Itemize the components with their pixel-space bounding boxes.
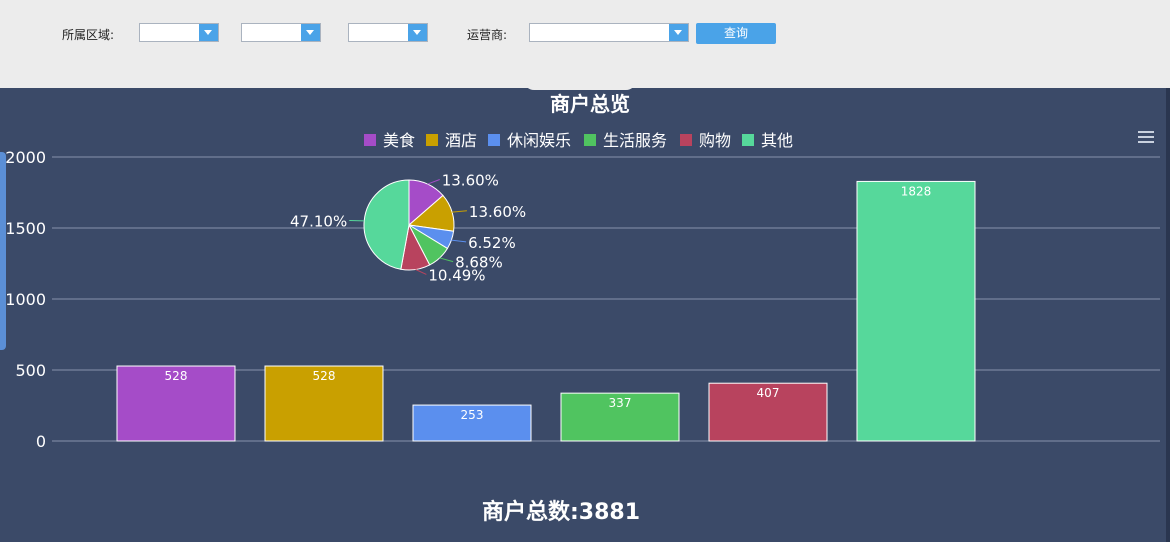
legend-swatch — [426, 134, 438, 146]
region-select-3[interactable] — [348, 23, 428, 42]
y-tick-label: 1500 — [5, 219, 46, 238]
merchant-overview-chart: 商户总览 美食 酒店 休闲娱乐 生活服务 购物 其他 0 500 1000 1500 2000 5… — [5, 92, 1160, 525]
pie-slice-5 — [363, 179, 410, 270]
y-tick-label: 1000 — [5, 290, 46, 309]
legend-swatch — [680, 134, 692, 146]
bar-series: 528 528 253 337 407 1828 — [116, 180, 976, 442]
bar-value-label: 407 — [757, 386, 780, 400]
side-collapse-tab[interactable] — [0, 152, 6, 350]
bar-value-label: 253 — [461, 408, 484, 422]
merchant-total: 商户总数:3881 — [482, 499, 640, 525]
bar-value-label: 1828 — [901, 184, 932, 198]
legend-item[interactable]: 其他 — [761, 131, 793, 150]
pie-percent-label: 47.10% — [290, 212, 347, 230]
chevron-down-icon[interactable] — [408, 24, 427, 41]
pie-leader-line — [452, 210, 467, 213]
operator-select[interactable] — [529, 23, 689, 42]
bar-value-label: 528 — [313, 369, 336, 383]
y-tick-label: 0 — [36, 432, 46, 451]
bar-value-label: 337 — [609, 396, 632, 410]
legend-swatch — [584, 134, 596, 146]
region-label: 所属区域: — [62, 28, 115, 42]
y-tick-label: 2000 — [5, 148, 46, 167]
pie-percent-label: 10.49% — [428, 266, 485, 284]
legend-swatch — [364, 134, 376, 146]
bar-5 — [856, 180, 976, 442]
chevron-down-icon[interactable] — [199, 24, 218, 41]
chevron-down-icon[interactable] — [669, 24, 688, 41]
bar-2 — [412, 404, 532, 442]
bar-3 — [560, 392, 680, 442]
legend-swatch — [488, 134, 500, 146]
legend-item[interactable]: 酒店 — [445, 131, 477, 150]
y-tick-label: 500 — [15, 361, 46, 380]
region-select-2[interactable] — [241, 23, 321, 42]
pie-leader-line — [451, 239, 467, 243]
chart-title: 商户总览 — [550, 92, 630, 116]
bar-4 — [708, 382, 828, 442]
filter-bar: 所属区域: 运营商: 查询 — [0, 0, 1170, 89]
legend-item[interactable]: 生活服务 — [603, 131, 667, 150]
query-button[interactable]: 查询 — [696, 23, 776, 44]
pie-inset: 13.60% 13.60% 6.52% 8.68%10.49% 47.10% — [290, 171, 526, 284]
bar-0 — [116, 365, 236, 442]
panel-tab-notch — [524, 78, 636, 90]
pie-percent-label: 13.60% — [469, 203, 526, 221]
chart-legend: 美食 酒店 休闲娱乐 生活服务 购物 其他 — [364, 131, 793, 150]
pie-percent-label: 6.52% — [468, 234, 516, 252]
legend-item[interactable]: 购物 — [699, 131, 731, 150]
legend-item[interactable]: 美食 — [383, 131, 415, 150]
pie-percent-label: 13.60% — [442, 171, 499, 189]
pie-leader-line — [439, 257, 454, 263]
pie-percent-label: 8.68% — [455, 254, 503, 272]
bar-value-label: 528 — [165, 369, 188, 383]
chevron-down-icon[interactable] — [301, 24, 320, 41]
menu-icon[interactable] — [1138, 131, 1154, 143]
legend-item[interactable]: 休闲娱乐 — [507, 131, 571, 150]
pie-leader-line — [427, 179, 440, 185]
y-axis: 0 500 1000 1500 2000 — [5, 148, 46, 451]
pie-leader-line — [415, 269, 427, 275]
legend-swatch — [742, 134, 754, 146]
operator-label: 运营商: — [467, 28, 508, 42]
region-select-1[interactable] — [139, 23, 219, 42]
bar-1 — [264, 365, 384, 442]
scrollbar[interactable] — [1166, 88, 1170, 542]
